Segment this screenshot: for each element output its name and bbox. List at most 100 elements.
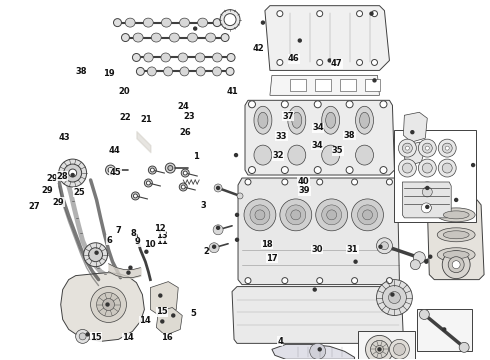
Circle shape (438, 159, 456, 177)
Ellipse shape (188, 33, 197, 42)
Text: 39: 39 (299, 186, 310, 195)
Circle shape (317, 59, 323, 66)
Circle shape (455, 198, 458, 201)
Ellipse shape (437, 228, 475, 242)
Circle shape (71, 174, 74, 176)
Circle shape (129, 266, 132, 269)
Text: 23: 23 (183, 112, 195, 121)
Circle shape (248, 101, 255, 108)
Polygon shape (61, 273, 145, 341)
Circle shape (310, 343, 326, 359)
Bar (394, 130, 476, 222)
Text: 20: 20 (118, 86, 130, 95)
Circle shape (114, 19, 122, 27)
Text: 42: 42 (252, 44, 264, 53)
Polygon shape (232, 287, 403, 343)
Ellipse shape (179, 18, 190, 27)
Text: 3: 3 (200, 201, 206, 210)
Circle shape (452, 261, 460, 269)
Circle shape (298, 39, 301, 42)
Text: 38: 38 (343, 131, 355, 140)
Ellipse shape (196, 53, 205, 62)
Circle shape (79, 333, 86, 340)
Circle shape (375, 345, 384, 353)
Circle shape (425, 146, 429, 150)
Circle shape (363, 210, 372, 220)
Circle shape (221, 33, 229, 41)
Circle shape (209, 243, 219, 253)
Bar (365, 80, 380, 91)
Circle shape (133, 194, 137, 198)
Bar (358, 332, 416, 360)
Circle shape (281, 167, 288, 174)
Circle shape (429, 255, 432, 258)
Text: 28: 28 (56, 172, 68, 181)
Ellipse shape (326, 112, 336, 128)
Ellipse shape (443, 231, 469, 239)
Circle shape (106, 303, 109, 306)
Ellipse shape (258, 112, 268, 128)
Circle shape (317, 278, 323, 284)
Bar (340, 80, 356, 91)
Circle shape (148, 166, 156, 174)
Circle shape (165, 163, 175, 173)
Ellipse shape (133, 33, 143, 42)
Circle shape (194, 27, 196, 30)
Circle shape (426, 186, 429, 189)
Ellipse shape (161, 18, 172, 27)
Ellipse shape (254, 145, 272, 165)
Circle shape (281, 101, 288, 108)
Text: 24: 24 (177, 102, 189, 111)
Circle shape (282, 278, 288, 284)
Ellipse shape (206, 33, 216, 42)
Ellipse shape (288, 106, 306, 134)
Circle shape (217, 226, 220, 229)
Circle shape (414, 252, 425, 264)
Circle shape (389, 292, 400, 303)
Circle shape (277, 59, 283, 66)
Circle shape (213, 19, 221, 27)
Circle shape (89, 248, 102, 262)
Circle shape (291, 210, 301, 220)
Circle shape (376, 280, 413, 315)
Circle shape (398, 159, 416, 177)
Circle shape (358, 205, 377, 225)
Ellipse shape (322, 145, 340, 165)
Circle shape (383, 285, 406, 310)
Circle shape (250, 205, 270, 225)
Polygon shape (272, 345, 355, 359)
Circle shape (354, 260, 357, 263)
Ellipse shape (292, 112, 302, 128)
Circle shape (366, 336, 393, 360)
Text: 30: 30 (312, 245, 323, 254)
Ellipse shape (170, 33, 179, 42)
Circle shape (147, 181, 150, 185)
Circle shape (380, 242, 389, 250)
Circle shape (417, 182, 437, 202)
Circle shape (371, 59, 377, 66)
Text: 9: 9 (135, 237, 141, 246)
Text: 6: 6 (106, 236, 112, 245)
Circle shape (391, 293, 394, 296)
Circle shape (379, 245, 382, 248)
Ellipse shape (213, 53, 222, 62)
Circle shape (235, 154, 238, 157)
Circle shape (370, 340, 389, 358)
Ellipse shape (356, 145, 373, 165)
Circle shape (84, 243, 107, 267)
Bar (417, 310, 472, 351)
Text: 17: 17 (266, 254, 278, 263)
Polygon shape (156, 307, 182, 336)
Circle shape (387, 278, 392, 284)
Circle shape (346, 167, 353, 174)
Circle shape (181, 185, 185, 189)
Circle shape (418, 159, 436, 177)
Circle shape (443, 328, 446, 331)
Circle shape (380, 167, 387, 174)
Circle shape (422, 187, 432, 197)
Circle shape (314, 101, 321, 108)
Text: 41: 41 (227, 87, 239, 96)
Circle shape (410, 260, 420, 270)
Text: 11: 11 (156, 237, 168, 246)
Circle shape (422, 143, 432, 153)
